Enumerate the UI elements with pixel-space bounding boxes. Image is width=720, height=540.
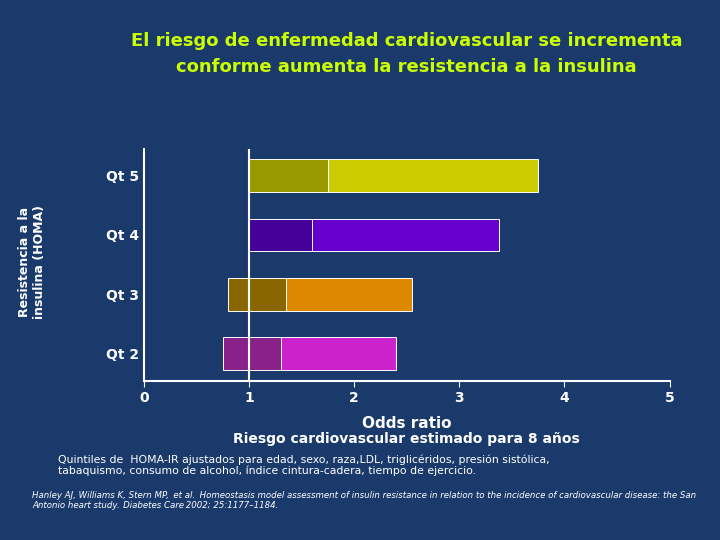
Text: tabaquismo, consumo de alcohol, índice cintura-cadera, tiempo de ejercicio.: tabaquismo, consumo de alcohol, índice c… — [58, 465, 476, 476]
Text: Resistencia a la
insulina (HOMA): Resistencia a la insulina (HOMA) — [19, 205, 46, 319]
Text: Antonio heart study.  Diabetes Care 2002; 25:1177–1184.: Antonio heart study. Diabetes Care 2002;… — [32, 502, 279, 510]
Text: conforme aumenta la resistencia a la insulina: conforme aumenta la resistencia a la ins… — [176, 58, 637, 77]
Text: Hanley AJ, Williams K, Stern MP,  et al.  Homeostasis model assessment of insuli: Hanley AJ, Williams K, Stern MP, et al. … — [32, 491, 696, 500]
Text: Odds ratio: Odds ratio — [362, 416, 451, 431]
Bar — [223, 338, 281, 370]
Bar — [328, 159, 538, 192]
Text: Quintiles de  HOMA-IR ajustados para edad, sexo, raza,LDL, triglicéridos, presió: Quintiles de HOMA-IR ajustados para edad… — [58, 455, 549, 465]
Bar — [249, 159, 328, 192]
Bar — [286, 278, 412, 310]
Bar — [312, 219, 499, 251]
Bar — [228, 278, 286, 310]
Text: Riesgo cardiovascular estimado para 8 años: Riesgo cardiovascular estimado para 8 añ… — [233, 432, 580, 446]
Bar — [249, 219, 312, 251]
Bar — [281, 338, 396, 370]
Text: El riesgo de enfermedad cardiovascular se incrementa: El riesgo de enfermedad cardiovascular s… — [131, 31, 683, 50]
